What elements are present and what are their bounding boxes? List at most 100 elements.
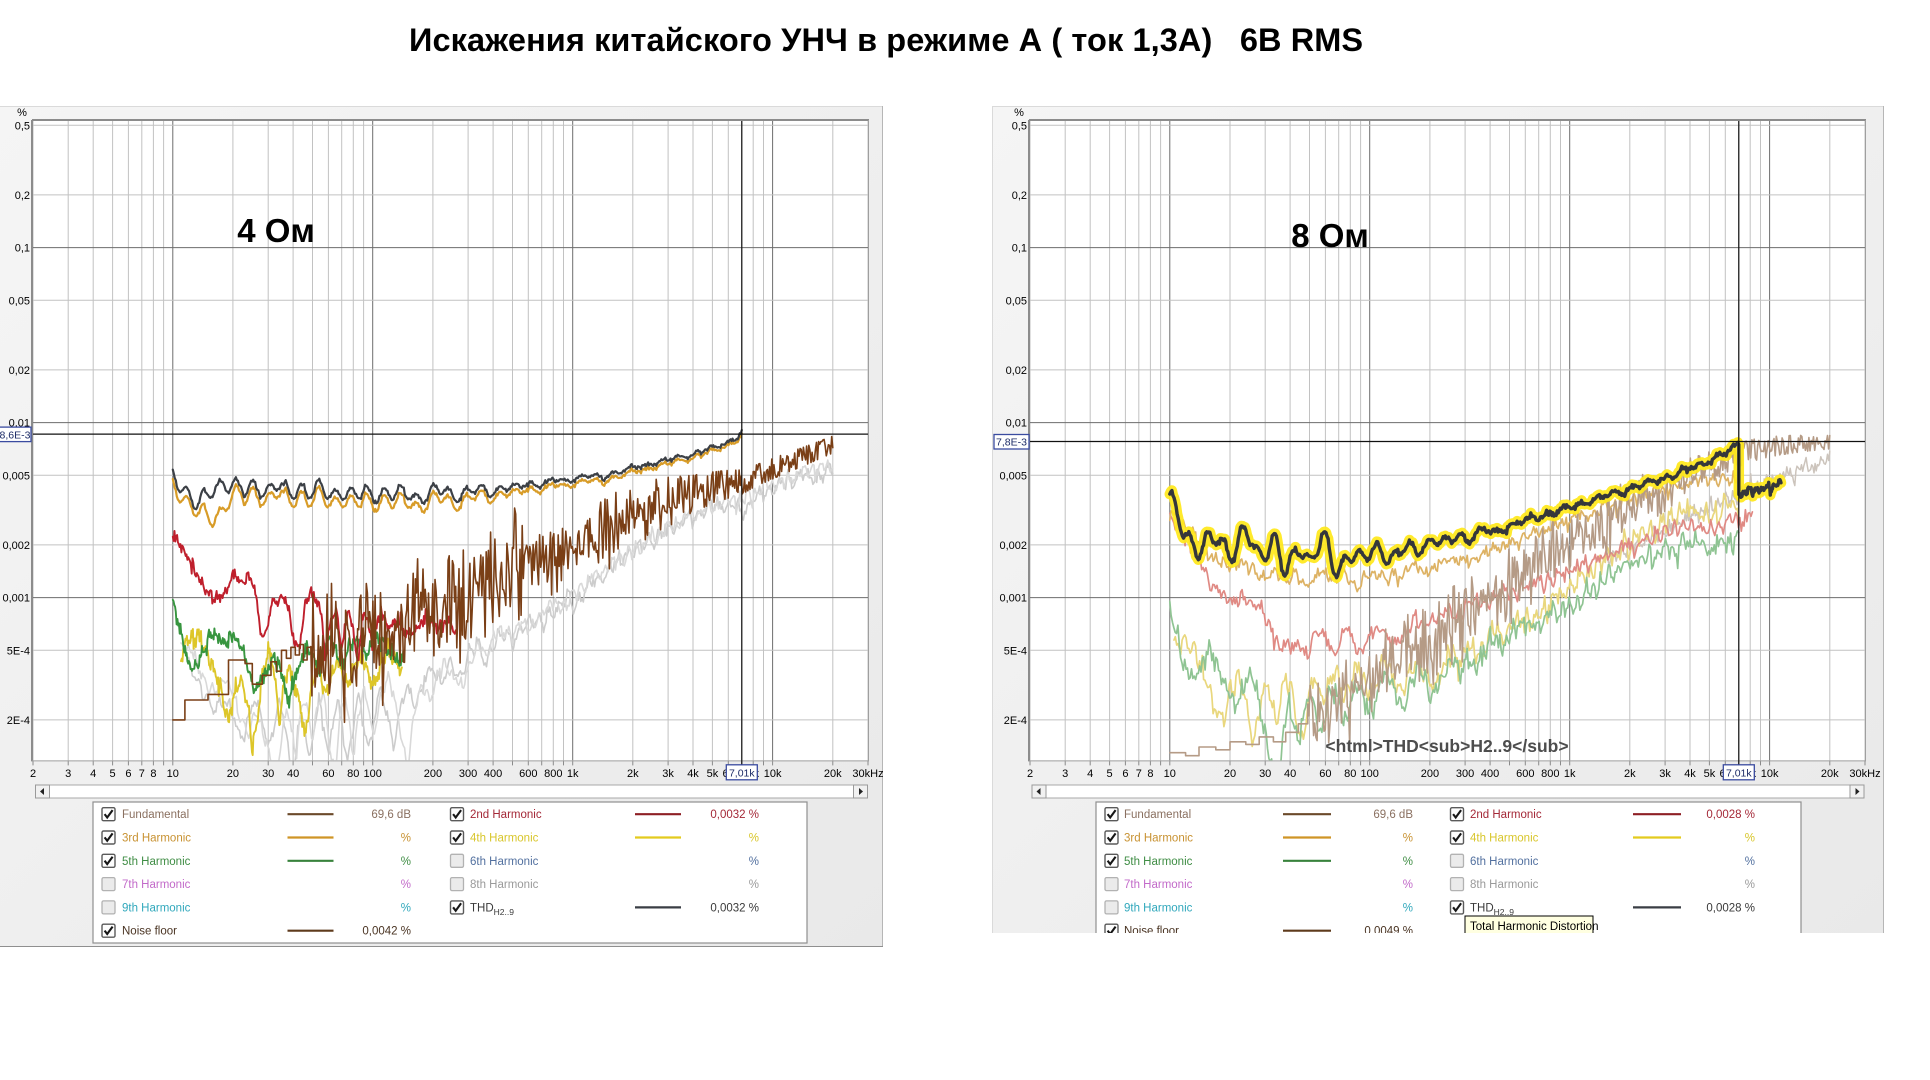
- svg-text:Fundamental: Fundamental: [122, 809, 189, 821]
- svg-text:%: %: [749, 856, 759, 868]
- svg-text:69,6 dB: 69,6 dB: [371, 809, 411, 821]
- svg-text:7th Harmonic: 7th Harmonic: [122, 879, 191, 891]
- svg-text:9th Harmonic: 9th Harmonic: [122, 902, 191, 914]
- svg-text:%: %: [1403, 833, 1413, 845]
- svg-text:3: 3: [1062, 768, 1068, 780]
- svg-text:0,0028 %: 0,0028 %: [1706, 902, 1755, 914]
- svg-text:8: 8: [150, 768, 156, 780]
- svg-text:3rd Harmonic: 3rd Harmonic: [1124, 833, 1193, 845]
- svg-text:%: %: [401, 856, 411, 868]
- svg-text:0,05: 0,05: [1006, 295, 1027, 307]
- svg-text:0,1: 0,1: [15, 243, 30, 255]
- svg-text:4k: 4k: [687, 768, 699, 780]
- svg-text:<html>THD<sub>H2..9</sub>: <html>THD<sub>H2..9</sub>: [1325, 736, 1568, 756]
- svg-text:7: 7: [139, 768, 145, 780]
- svg-text:400: 400: [1481, 768, 1499, 780]
- svg-text:0,005: 0,005: [999, 470, 1027, 482]
- svg-text:800: 800: [1541, 768, 1559, 780]
- svg-text:8 Ом: 8 Ом: [1291, 217, 1369, 254]
- svg-text:0,002: 0,002: [2, 540, 30, 552]
- svg-text:8: 8: [1147, 768, 1153, 780]
- svg-text:80: 80: [347, 768, 359, 780]
- svg-text:300: 300: [459, 768, 477, 780]
- svg-text:%: %: [1403, 856, 1413, 868]
- svg-text:2: 2: [30, 768, 36, 780]
- svg-text:%: %: [17, 107, 27, 119]
- svg-text:8th Harmonic: 8th Harmonic: [470, 879, 539, 891]
- svg-text:20k: 20k: [1821, 768, 1839, 780]
- svg-text:7,01k: 7,01k: [1726, 767, 1752, 779]
- svg-text:30kHz: 30kHz: [1849, 768, 1880, 780]
- svg-text:9th Harmonic: 9th Harmonic: [1124, 902, 1193, 914]
- svg-text:%: %: [1014, 107, 1024, 119]
- svg-text:5th Harmonic: 5th Harmonic: [1124, 856, 1193, 868]
- svg-text:0,05: 0,05: [9, 295, 30, 307]
- svg-text:%: %: [401, 902, 411, 914]
- svg-text:300: 300: [1456, 768, 1474, 780]
- svg-text:4th Harmonic: 4th Harmonic: [1470, 833, 1539, 845]
- svg-text:40: 40: [287, 768, 299, 780]
- svg-text:Fundamental: Fundamental: [1124, 809, 1191, 821]
- svg-text:0,02: 0,02: [9, 365, 30, 377]
- svg-text:40: 40: [1284, 768, 1296, 780]
- svg-text:2E-4: 2E-4: [7, 715, 30, 727]
- svg-text:2nd Harmonic: 2nd Harmonic: [470, 809, 542, 821]
- svg-text:THDH2..9: THDH2..9: [470, 902, 514, 917]
- svg-text:5E-4: 5E-4: [7, 645, 30, 657]
- svg-text:8th Harmonic: 8th Harmonic: [1470, 879, 1539, 891]
- svg-text:0,001: 0,001: [2, 593, 30, 605]
- svg-text:0,5: 0,5: [15, 120, 30, 132]
- svg-text:4th Harmonic: 4th Harmonic: [470, 833, 539, 845]
- svg-text:600: 600: [519, 768, 537, 780]
- svg-text:30: 30: [1259, 768, 1271, 780]
- svg-text:5k: 5k: [707, 768, 719, 780]
- svg-text:69,6 dB: 69,6 dB: [1373, 809, 1413, 821]
- svg-text:%: %: [1745, 856, 1755, 868]
- svg-text:Noise floor: Noise floor: [122, 926, 177, 938]
- svg-text:6th Harmonic: 6th Harmonic: [470, 856, 539, 868]
- svg-text:3rd Harmonic: 3rd Harmonic: [122, 833, 191, 845]
- svg-text:%: %: [1745, 833, 1755, 845]
- svg-text:60: 60: [1319, 768, 1331, 780]
- svg-text:0,2: 0,2: [15, 190, 30, 202]
- svg-text:5: 5: [110, 768, 116, 780]
- svg-text:%: %: [749, 879, 759, 891]
- svg-text:200: 200: [1421, 768, 1439, 780]
- svg-text:0,0032 %: 0,0032 %: [710, 809, 759, 821]
- svg-text:5: 5: [1107, 768, 1113, 780]
- svg-text:10k: 10k: [764, 768, 782, 780]
- svg-text:7: 7: [1136, 768, 1142, 780]
- svg-text:2nd Harmonic: 2nd Harmonic: [1470, 809, 1542, 821]
- svg-text:Total Harmonic Distortion: Total Harmonic Distortion: [1470, 921, 1598, 933]
- svg-text:4: 4: [90, 768, 96, 780]
- svg-text:5E-4: 5E-4: [1004, 645, 1027, 657]
- svg-text:Noise floor: Noise floor: [1124, 926, 1179, 933]
- svg-text:4k: 4k: [1684, 768, 1696, 780]
- svg-text:80: 80: [1344, 768, 1356, 780]
- svg-text:%: %: [401, 833, 411, 845]
- svg-text:5th Harmonic: 5th Harmonic: [122, 856, 191, 868]
- svg-text:600: 600: [1516, 768, 1534, 780]
- svg-text:60: 60: [322, 768, 334, 780]
- svg-text:7,01k: 7,01k: [729, 767, 755, 779]
- svg-text:10: 10: [1164, 768, 1176, 780]
- svg-text:4 Ом: 4 Ом: [237, 212, 315, 249]
- svg-text:10k: 10k: [1761, 768, 1779, 780]
- svg-text:2E-4: 2E-4: [1004, 715, 1027, 727]
- svg-text:1k: 1k: [567, 768, 579, 780]
- svg-text:5k: 5k: [1704, 768, 1716, 780]
- svg-text:0,5: 0,5: [1012, 120, 1027, 132]
- svg-text:20k: 20k: [824, 768, 842, 780]
- svg-text:0,0042 %: 0,0042 %: [362, 926, 411, 938]
- svg-text:200: 200: [424, 768, 442, 780]
- svg-text:400: 400: [484, 768, 502, 780]
- svg-text:30kHz: 30kHz: [852, 768, 883, 780]
- svg-text:6: 6: [125, 768, 131, 780]
- svg-text:0,0032 %: 0,0032 %: [710, 902, 759, 914]
- svg-text:%: %: [1403, 902, 1413, 914]
- svg-text:3k: 3k: [1659, 768, 1671, 780]
- svg-text:0,1: 0,1: [1012, 243, 1027, 255]
- svg-text:0,01: 0,01: [1006, 418, 1027, 430]
- svg-text:2k: 2k: [1624, 768, 1636, 780]
- svg-text:0,0049 %: 0,0049 %: [1364, 926, 1413, 933]
